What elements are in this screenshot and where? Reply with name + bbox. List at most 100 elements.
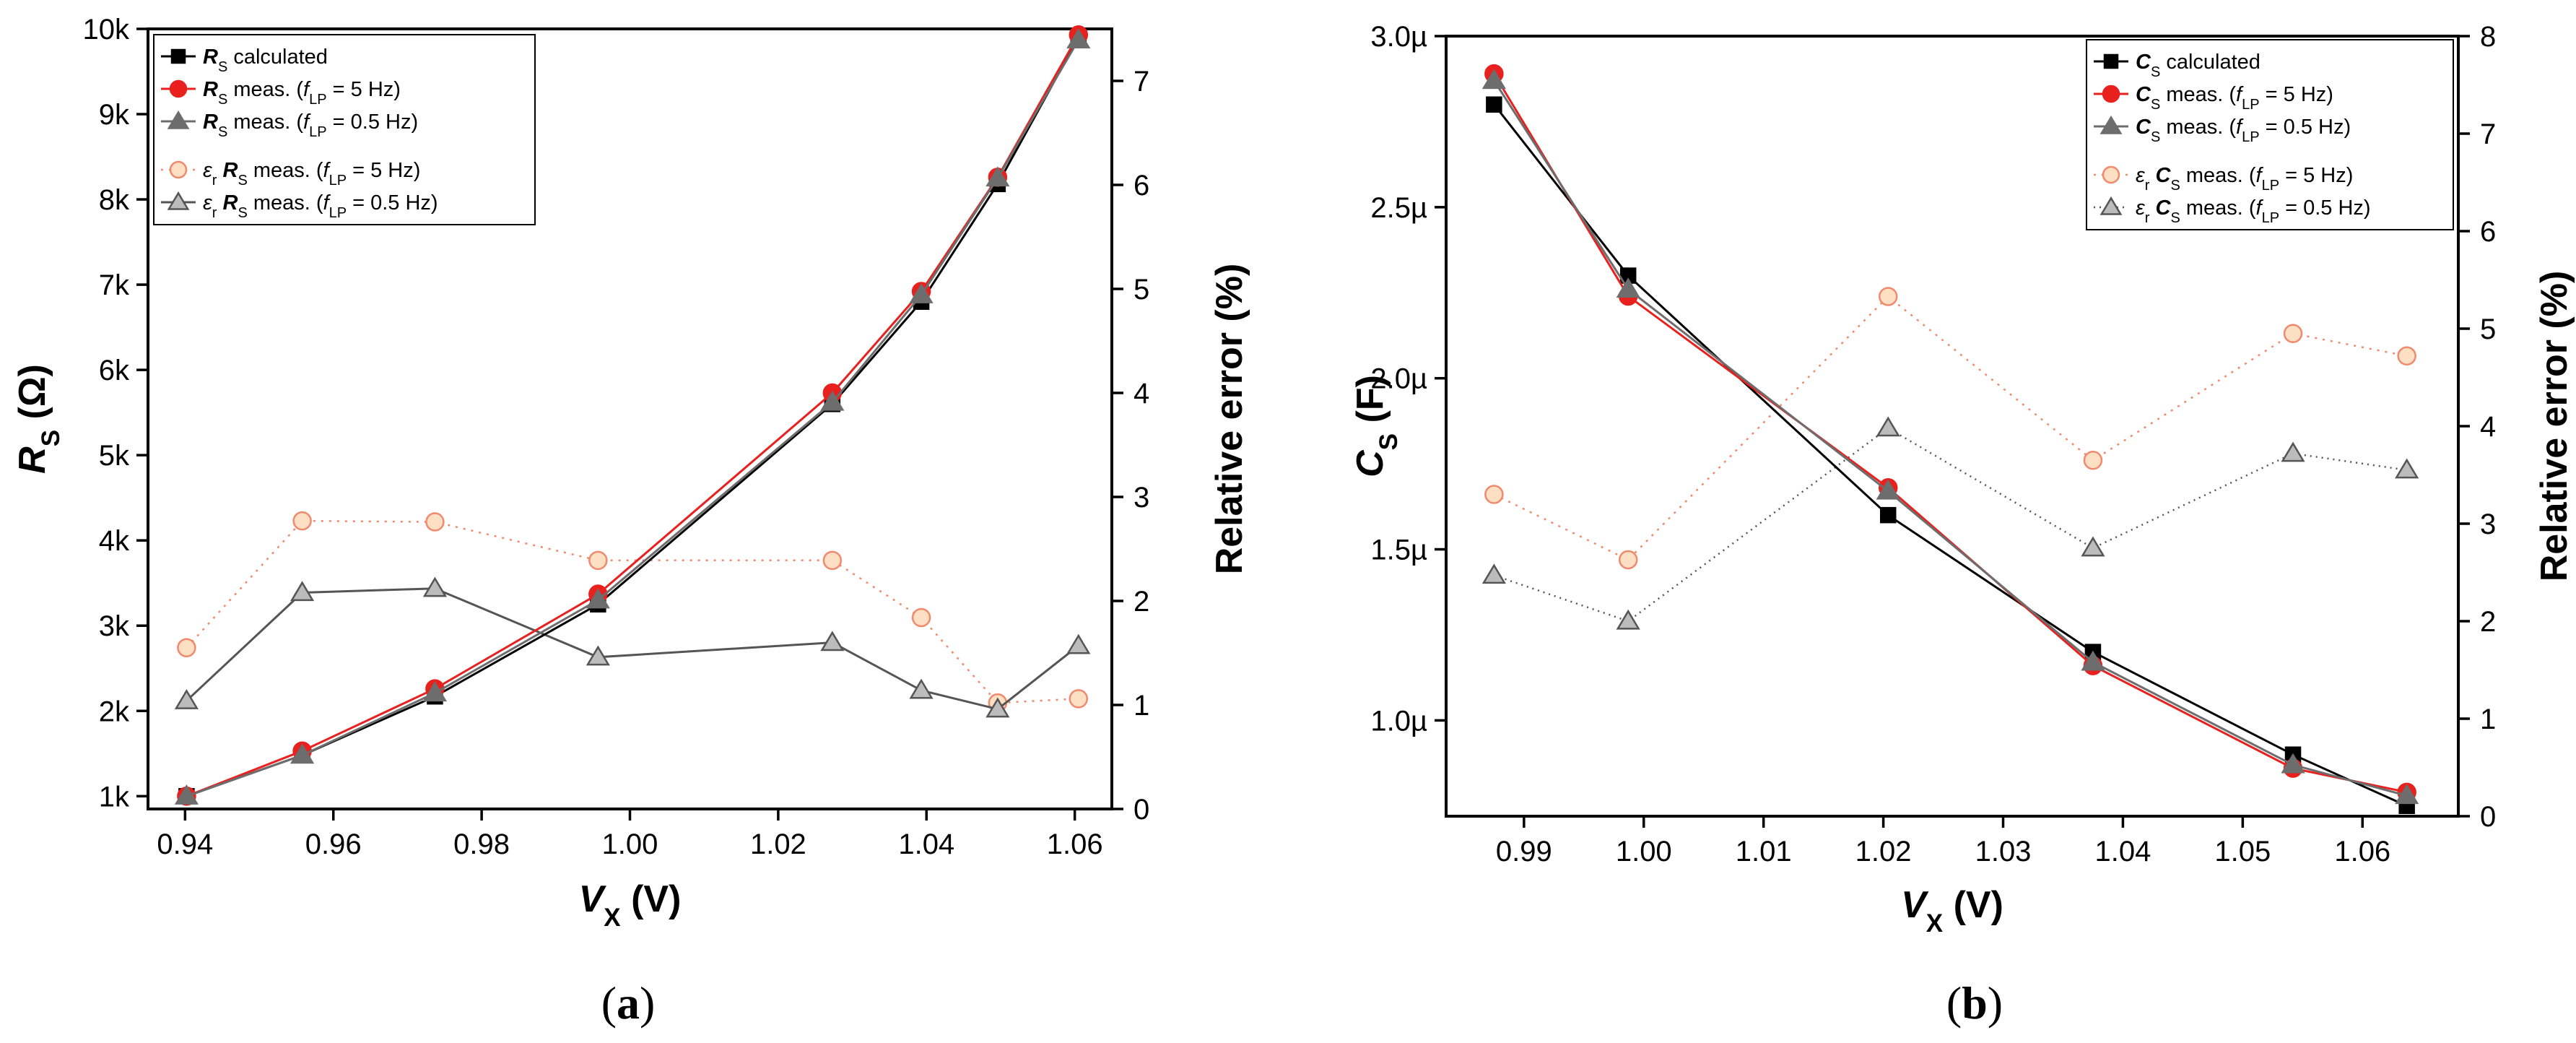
legend-text-part: S — [2151, 129, 2160, 145]
data-point — [985, 166, 1010, 187]
y2-tick-label: 1 — [2480, 704, 2496, 735]
legend-text-part: meas. ( — [248, 191, 323, 215]
legend-text-part: R — [203, 78, 218, 101]
legend-label: RS meas. (fLP = 0.5 Hz) — [203, 111, 418, 140]
legend-text-part: V — [1901, 884, 1929, 926]
legend-text-part — [2149, 164, 2155, 187]
legend-text-part — [217, 191, 222, 215]
y2-tick-label: 0 — [1133, 794, 1149, 826]
legend-text-part: LP — [2262, 210, 2279, 226]
legend-text-part: f — [2236, 116, 2244, 139]
legend-text-part: V — [579, 878, 607, 920]
data-point — [422, 576, 448, 597]
data-point — [2081, 536, 2105, 557]
y-tick-label: 2k — [99, 696, 130, 727]
legend-text-part: (V) — [621, 878, 682, 920]
legend-text-part: f — [303, 78, 311, 101]
legend-text-part: S — [238, 173, 247, 189]
data-point — [2395, 458, 2419, 479]
data-point — [1481, 563, 1506, 584]
series-line — [1493, 79, 2408, 797]
data-point — [586, 645, 610, 666]
chart-panel-a: 0.94 0.96 0.98 1.00 1.02 1.04 1.06 1k 2k 3k 4k 5k 6k… — [12, 14, 1250, 1029]
data-point — [1486, 96, 1502, 113]
legend-text-part: X — [604, 904, 621, 932]
legend-text-part: r — [2145, 178, 2150, 194]
legend-label: εr RS meas. (fLP = 5 Hz) — [203, 159, 420, 189]
caption-open: ( — [1946, 977, 1962, 1029]
legend-label: CS meas. (fLP = 5 Hz) — [2136, 83, 2333, 113]
caption-letter: b — [1962, 977, 1988, 1029]
caption-close: ) — [640, 977, 655, 1029]
y-tick-label: 2.5µ — [1370, 192, 1427, 224]
y-tick-label: 4k — [99, 525, 130, 557]
legend-marker — [170, 48, 186, 64]
legend-text-part: C — [2136, 51, 2151, 74]
x-tick-label: 1.06 — [2334, 836, 2390, 867]
data-point — [290, 743, 315, 764]
legend-label: RS calculated — [203, 46, 328, 75]
x-tick-label: 1.01 — [1736, 836, 1792, 867]
legend-marker — [169, 79, 188, 98]
data-point — [1616, 609, 1640, 630]
y2-tick-label: 6 — [1133, 170, 1149, 202]
legend-text-part: C — [2155, 164, 2171, 187]
legend-text-part: = 0.5 Hz) — [2279, 196, 2371, 220]
data-point — [822, 550, 843, 571]
series-line — [1493, 427, 2407, 623]
caption-letter: a — [617, 977, 640, 1029]
series-line — [1493, 295, 2407, 561]
x-tick-label: 1.05 — [2214, 836, 2271, 867]
legend-text-part: C — [2136, 83, 2151, 106]
y2-tick-label: 5 — [1133, 274, 1149, 306]
x-tick-label: 1.04 — [898, 828, 954, 860]
legend-text-part: R — [12, 446, 53, 474]
legend-marker — [2099, 115, 2123, 134]
series-line — [186, 519, 1079, 704]
y2-tick-label: 0 — [2480, 801, 2496, 833]
legend-text-part: (F) — [1349, 375, 1391, 433]
data-point — [1616, 277, 1640, 298]
y2-axis-title: Relative error (%) — [2533, 271, 2575, 582]
legend-text-part: R — [222, 191, 238, 215]
legend-text-part: C — [2136, 116, 2151, 139]
y-tick-label: 6k — [99, 355, 130, 386]
legend-text-part: = 0.5 Hz) — [2260, 116, 2351, 139]
legend-text-part: = 5 Hz) — [327, 78, 401, 101]
legend-marker — [2102, 165, 2120, 184]
data-point — [2281, 441, 2305, 462]
data-point — [2283, 324, 2303, 343]
y-tick-label: 7k — [99, 269, 130, 301]
x-tick-label: 1.00 — [602, 828, 658, 860]
legend-text-part: meas. ( — [248, 159, 323, 182]
legend-text-part: S — [218, 59, 227, 75]
y2-tick-label: 7 — [2480, 118, 2496, 150]
legend-text-part: S — [238, 205, 247, 221]
series-line — [1493, 103, 2408, 808]
legend-text-part: calculated — [2160, 51, 2260, 74]
y2-tick-label: 3 — [1133, 482, 1149, 514]
legend-text-part: r — [2145, 210, 2150, 226]
legend-text-part: meas. ( — [2160, 116, 2236, 139]
legend-label: εr CS meas. (fLP = 5 Hz) — [2136, 164, 2353, 194]
legend-text-part: f — [2256, 196, 2264, 220]
caption-close: ) — [1988, 977, 2003, 1029]
legend-text-part: LP — [309, 124, 326, 140]
y2-tick-label: 4 — [1133, 378, 1149, 410]
chart-panel-b: 0.99 1.00 1.01 1.02 1.03 1.04 1.05 1.06 1.0µ 1.5µ… — [1349, 21, 2575, 1029]
x-tick-label: 1.04 — [2095, 836, 2151, 867]
data-point — [588, 550, 608, 571]
legend-text-part: f — [323, 159, 331, 182]
x-tick-label: 0.98 — [453, 828, 510, 860]
legend-text-part: S — [218, 92, 227, 108]
x-axis-title: VX (V) — [579, 878, 682, 932]
legend-marker — [2103, 53, 2119, 69]
legend-text-part: S — [37, 430, 65, 446]
legend-text-part: ε — [203, 159, 213, 182]
legend-text-part: S — [2170, 178, 2180, 194]
x-tick-label: 0.96 — [305, 828, 362, 860]
y-tick-label: 1.0µ — [1370, 705, 1427, 737]
legend-label: εr CS meas. (fLP = 0.5 Hz) — [2136, 196, 2371, 226]
legend-box — [2086, 39, 2454, 230]
